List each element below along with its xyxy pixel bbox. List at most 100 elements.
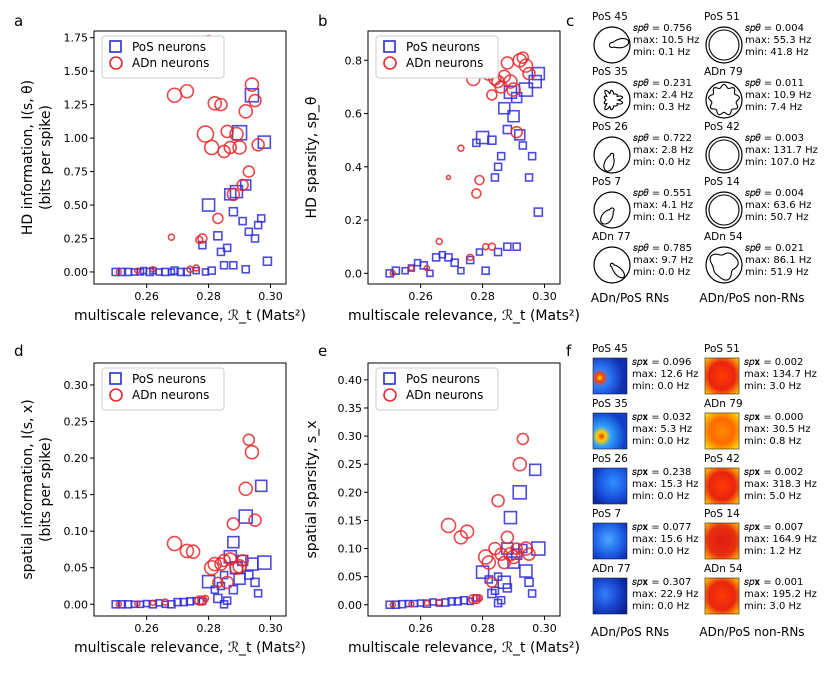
- pos-neuron-point: [250, 577, 260, 588]
- pos-neuron-point: [256, 214, 266, 223]
- adn-neuron-point: [435, 598, 444, 607]
- y-tick-label: 0.35: [338, 402, 363, 415]
- y-tick-label: 0.25: [338, 458, 363, 471]
- y-axis-label: HD information, I(s, θ): [20, 80, 36, 235]
- adn-neuron-point: [474, 174, 485, 186]
- tuning-sp-text: 𝑠𝑝𝜃 = 0.551: [633, 188, 692, 199]
- pos-neuron-point: [507, 109, 520, 123]
- spatial-sp-text: 𝑠𝑝𝐱 = 0.096: [632, 357, 691, 368]
- y-tick-label: 0.20: [64, 452, 89, 465]
- pos-neuron-point: [518, 141, 528, 150]
- spatial-min-text: min: 0.0 Hz: [632, 546, 689, 557]
- spatial-sp-text: 𝑠𝑝𝐱 = 0.307: [632, 577, 691, 588]
- spatial-heatmap: [592, 357, 628, 395]
- pos-neuron-point: [401, 266, 409, 275]
- tuning-outer-circle: [593, 81, 631, 119]
- y-tick-label: 0.15: [64, 489, 89, 502]
- adn-neuron-point: [510, 542, 523, 555]
- legend-marker-adn: [109, 388, 123, 402]
- y-axis-label: (bits per spike): [38, 105, 54, 210]
- pos-neuron-point: [241, 264, 251, 274]
- spatial-heatmap: [592, 522, 628, 560]
- pos-neuron-point: [254, 479, 268, 493]
- adn-neuron-point: [518, 58, 534, 73]
- adn-neuron-point: [226, 187, 241, 202]
- adn-neuron-point: [161, 598, 170, 606]
- pos-neuron-point: [117, 600, 127, 609]
- y-tick-label: 0.50: [64, 199, 89, 212]
- pos-neuron-point: [527, 589, 537, 598]
- adn-neuron-point: [467, 593, 479, 605]
- tuning-outer-circle: [593, 191, 631, 229]
- panel-label-e: e: [318, 342, 327, 360]
- adn-neuron-point: [244, 444, 260, 460]
- spatial-heatmap: [592, 577, 628, 615]
- legend-marker-pos: [383, 372, 396, 385]
- y-tick-label: 0.25: [64, 232, 89, 245]
- spatial-heatmap: [704, 467, 740, 505]
- spatial-heatmap: [704, 577, 740, 615]
- adn-neuron-point: [196, 125, 215, 143]
- chart-d: 0.26 0.28 0.30 0.00 0.05 0.10 0.15 0.20 0.25 0.30…: [20, 362, 306, 656]
- tuning-curve: [708, 29, 740, 61]
- tuning-min-text: min: 0.3 Hz: [633, 102, 690, 113]
- pos-neuron-point: [385, 600, 394, 610]
- plot-frame: [93, 30, 287, 285]
- spatial-sp-text: 𝑠𝑝𝐱 = 0.032: [632, 412, 691, 423]
- spatial-min-text: min: 0.0 Hz: [632, 381, 689, 392]
- y-tick-label: 1.50: [64, 65, 89, 78]
- tuning-curve: [709, 252, 739, 281]
- chart-b: 0.26 0.28 0.30 0.0 0.2 0.4 0.6 0.8 multiscale re…: [304, 30, 580, 324]
- tuning-sp-text: 𝑠𝑝𝜃 = 0.004: [745, 23, 804, 34]
- pos-neuron-point: [244, 570, 254, 580]
- y-tick-label: 0.05: [338, 571, 363, 584]
- adn-neuron-point: [179, 543, 195, 559]
- legend-label-pos: PoS neurons: [406, 372, 480, 386]
- pos-neuron-point: [528, 463, 542, 477]
- tuning-min-text: min: 7.4 Hz: [745, 102, 802, 113]
- y-tick-label: 0.0: [345, 267, 363, 280]
- spatial-sp-text: 𝑠𝑝𝐱 = 0.002: [744, 357, 803, 368]
- pos-neuron-point: [444, 253, 453, 262]
- plot-frame: [93, 362, 287, 617]
- spatial-max-text: max: 12.6 Hz: [632, 369, 699, 380]
- chart-e: 0.26 0.28 0.30 0.00 0.05 0.10 0.15 0.20 0.25 0.30…: [304, 362, 580, 656]
- y-axis-label: spatial information, I(s, x): [20, 399, 36, 579]
- adn-neuron-point: [457, 144, 465, 152]
- tuning-max-text: max: 9.7 Hz: [633, 255, 693, 266]
- adn-neuron-point: [466, 253, 474, 262]
- pos-neuron-point: [238, 509, 254, 524]
- y-axis-label: spatial sparsity, s_x: [304, 420, 320, 558]
- pos-neuron-point: [524, 577, 534, 588]
- adn-neuron-point: [440, 517, 457, 534]
- tuning-outer-circle: [593, 26, 631, 64]
- adn-neuron-point: [481, 242, 490, 251]
- tuning-curve: [603, 152, 615, 172]
- panel-label-d: d: [14, 342, 24, 360]
- adn-neuron-point: [423, 264, 431, 272]
- pos-neuron-point: [170, 266, 179, 275]
- adn-neuron-point: [500, 56, 515, 70]
- tuning-cell-name: ADn 54: [704, 231, 743, 243]
- x-axis-label: multiscale relevance, ℛ_t (Mats²): [348, 640, 580, 656]
- pos-neuron-point: [111, 267, 120, 277]
- adn-neuron-point: [232, 558, 247, 574]
- adn-neuron-point: [500, 530, 515, 545]
- pos-neuron-point: [238, 216, 247, 226]
- y-tick-label: 1.00: [64, 132, 89, 145]
- adn-neuron-point: [207, 95, 223, 111]
- adn-neuron-point: [242, 433, 256, 447]
- pos-neuron-point: [503, 242, 512, 252]
- y-tick-label: 0.6: [345, 108, 363, 121]
- legend-box: [375, 35, 499, 79]
- x-axis-label: multiscale relevance, ℛ_t (Mats²): [74, 640, 306, 656]
- spatial-cell-name: PoS 26: [592, 453, 628, 465]
- adn-neuron-point: [203, 139, 220, 156]
- pos-neuron-point: [512, 242, 521, 252]
- tuning-min-text: min: 0.1 Hz: [633, 212, 690, 223]
- tuning-cell-name: PoS 45: [592, 11, 628, 23]
- caption-non-rns: ADn/PoS non-RNs: [699, 625, 804, 639]
- legend-label-pos: PoS neurons: [132, 40, 206, 54]
- tuning-sp-text: 𝑠𝑝𝜃 = 0.231: [633, 78, 692, 89]
- pos-neuron-point: [527, 151, 537, 161]
